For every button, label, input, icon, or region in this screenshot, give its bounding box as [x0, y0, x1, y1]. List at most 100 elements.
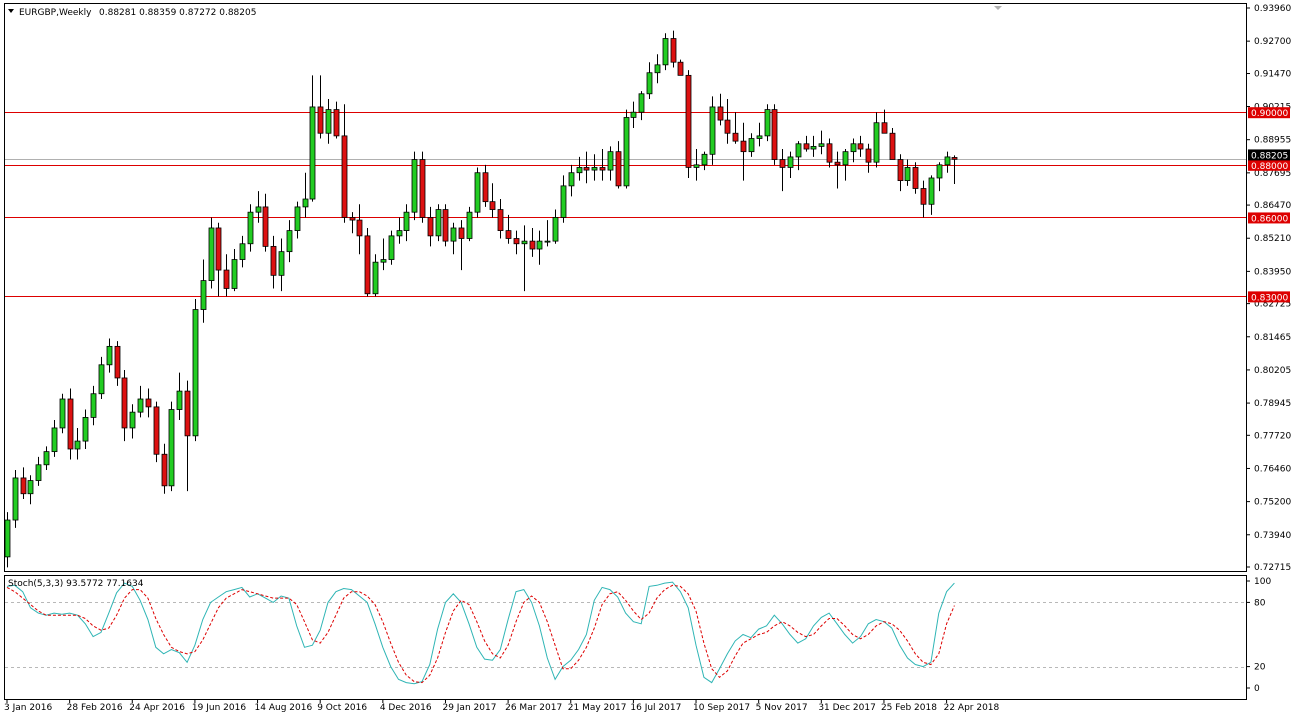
- bear-candle[interactable]: [333, 101, 340, 139]
- bear-candle[interactable]: [419, 151, 426, 223]
- bear-candle[interactable]: [803, 135, 810, 152]
- bear-candle[interactable]: [153, 401, 160, 463]
- bull-candle[interactable]: [474, 167, 481, 218]
- bull-candle[interactable]: [787, 151, 794, 178]
- bear-candle[interactable]: [341, 104, 348, 223]
- bull-candle[interactable]: [623, 109, 630, 189]
- bear-candle[interactable]: [889, 127, 896, 160]
- bull-candle[interactable]: [850, 138, 857, 163]
- bear-candle[interactable]: [685, 70, 692, 178]
- bear-candle[interactable]: [145, 388, 152, 418]
- chart-menu-triangle-icon[interactable]: [8, 9, 14, 13]
- bull-candle[interactable]: [278, 238, 285, 292]
- bear-candle[interactable]: [67, 388, 74, 460]
- bear-candle[interactable]: [779, 149, 786, 192]
- bull-candle[interactable]: [168, 401, 175, 492]
- bear-candle[interactable]: [121, 370, 128, 442]
- bear-candle[interactable]: [724, 99, 731, 144]
- bear-candle[interactable]: [505, 214, 512, 244]
- bull-candle[interactable]: [255, 191, 262, 223]
- bull-candle[interactable]: [591, 154, 598, 181]
- bull-candle[interactable]: [200, 259, 207, 323]
- bear-candle[interactable]: [223, 254, 230, 297]
- bull-candle[interactable]: [82, 409, 89, 449]
- bull-candle[interactable]: [286, 220, 293, 263]
- bull-candle[interactable]: [90, 385, 97, 426]
- bull-candle[interactable]: [239, 235, 246, 268]
- bull-candle[interactable]: [396, 217, 403, 244]
- bear-candle[interactable]: [427, 206, 434, 247]
- bear-candle[interactable]: [897, 154, 904, 192]
- bear-candle[interactable]: [497, 199, 504, 239]
- bear-candle[interactable]: [161, 443, 168, 494]
- bull-candle[interactable]: [662, 33, 669, 71]
- bull-candle[interactable]: [552, 209, 559, 244]
- bull-candle[interactable]: [129, 404, 136, 439]
- chart-shift-marker-icon[interactable]: [994, 6, 1002, 10]
- bear-candle[interactable]: [834, 151, 841, 189]
- bull-candle[interactable]: [450, 222, 457, 255]
- bear-candle[interactable]: [364, 227, 371, 297]
- bear-candle[interactable]: [489, 183, 496, 218]
- bear-candle[interactable]: [482, 164, 489, 207]
- bear-candle[interactable]: [317, 75, 324, 139]
- bull-candle[interactable]: [842, 149, 849, 181]
- bull-candle[interactable]: [576, 156, 583, 181]
- bull-candle[interactable]: [944, 151, 951, 173]
- bull-candle[interactable]: [302, 172, 309, 218]
- bull-candle[interactable]: [654, 54, 661, 84]
- bear-candle[interactable]: [458, 220, 465, 271]
- bull-candle[interactable]: [521, 225, 528, 292]
- bear-candle[interactable]: [356, 204, 363, 255]
- bull-candle[interactable]: [247, 204, 254, 252]
- bull-candle[interactable]: [810, 135, 817, 157]
- bear-candle[interactable]: [513, 230, 520, 255]
- bull-candle[interactable]: [380, 238, 387, 271]
- bull-candle[interactable]: [192, 299, 199, 442]
- bull-candle[interactable]: [388, 230, 395, 265]
- bull-candle[interactable]: [372, 254, 379, 297]
- bear-candle[interactable]: [114, 341, 121, 386]
- bull-candle[interactable]: [936, 162, 943, 192]
- bear-candle[interactable]: [529, 227, 536, 257]
- bear-candle[interactable]: [262, 193, 269, 252]
- bear-candle[interactable]: [677, 59, 684, 76]
- bear-candle[interactable]: [599, 149, 606, 181]
- bull-candle[interactable]: [748, 133, 755, 157]
- bear-candle[interactable]: [442, 204, 449, 247]
- bull-candle[interactable]: [638, 91, 645, 121]
- bull-candle[interactable]: [294, 201, 301, 239]
- bear-candle[interactable]: [826, 138, 833, 168]
- bull-candle[interactable]: [764, 104, 771, 142]
- bull-candle[interactable]: [928, 175, 935, 215]
- bull-candle[interactable]: [693, 149, 700, 181]
- bull-candle[interactable]: [51, 420, 58, 457]
- bull-candle[interactable]: [701, 151, 708, 171]
- bear-candle[interactable]: [717, 93, 724, 126]
- bear-candle[interactable]: [771, 104, 778, 165]
- bull-candle[interactable]: [818, 130, 825, 155]
- bull-candle[interactable]: [59, 393, 66, 434]
- bear-candle[interactable]: [184, 380, 191, 492]
- bear-candle[interactable]: [920, 180, 927, 218]
- bear-candle[interactable]: [349, 212, 356, 234]
- bull-candle[interactable]: [536, 230, 543, 265]
- bull-candle[interactable]: [208, 217, 215, 289]
- bull-candle[interactable]: [873, 112, 880, 168]
- bull-candle[interactable]: [568, 164, 575, 197]
- bull-candle[interactable]: [137, 385, 144, 418]
- bear-candle[interactable]: [857, 135, 864, 157]
- bull-candle[interactable]: [756, 122, 763, 147]
- bull-candle[interactable]: [544, 220, 551, 247]
- bear-candle[interactable]: [270, 235, 277, 289]
- bull-candle[interactable]: [411, 151, 418, 221]
- bull-candle[interactable]: [12, 470, 19, 528]
- bear-candle[interactable]: [583, 151, 590, 184]
- bull-candle[interactable]: [435, 204, 442, 242]
- bull-candle[interactable]: [630, 101, 637, 128]
- bull-candle[interactable]: [904, 159, 911, 186]
- bull-candle[interactable]: [466, 206, 473, 242]
- bull-candle[interactable]: [35, 456, 42, 486]
- bull-candle[interactable]: [27, 475, 34, 505]
